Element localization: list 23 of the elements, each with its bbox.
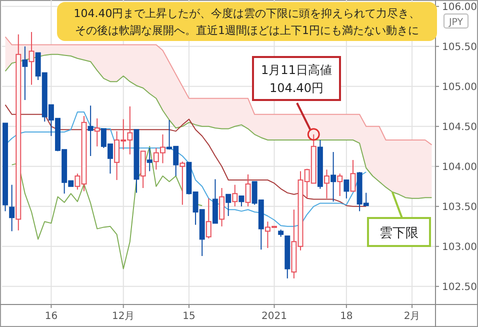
y-tick-label: 105.50 [442, 42, 477, 53]
y-tick-label: 104.00 [442, 162, 477, 173]
x-tick-label: 12月 [112, 311, 135, 322]
x-tick-label: 16 [44, 311, 58, 322]
callout-high: 1月11日高値 104.40円 [252, 56, 341, 141]
headline: 104.40円まで上昇したが、今度は雲の下限に頭を抑えられて力尽き、 その後は軟調な展開へ。直近1週間ほどは上下1円にも満たない動きに [57, 2, 437, 41]
x-tick-label: 18 [340, 311, 353, 322]
annotation: 雲下限 [380, 226, 418, 241]
y-tick-label: 106.00 [442, 2, 477, 13]
annotation: 104.40円 [270, 81, 324, 95]
annotation: その後は軟調な展開へ。直近1週間ほどは上下1円にも満たない動きに [75, 24, 419, 37]
y-tick-label: 103.00 [442, 242, 477, 253]
x-tick-label: 2021 [262, 311, 287, 322]
y-tick-label: 105.00 [442, 82, 477, 93]
ylabel: JPY [444, 14, 468, 28]
y-axis-title: JPY [448, 17, 464, 28]
y-tick-label: 102.50 [442, 282, 477, 293]
x-tick-label: 2月 [404, 311, 420, 322]
y-tick-label: 104.50 [442, 122, 477, 133]
annotation: 1月11日高値 [261, 63, 332, 77]
y-tick-label: 103.50 [442, 202, 477, 213]
annotation: 104.40円まで上昇したが、今度は雲の下限に頭を抑えられて力尽き、 [74, 7, 420, 20]
x-tick-label: 15 [182, 311, 196, 322]
